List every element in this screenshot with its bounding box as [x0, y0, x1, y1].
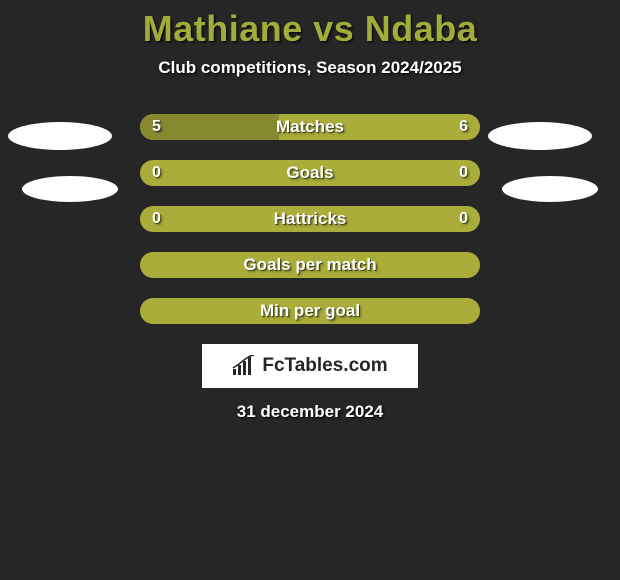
stat-value-right: 0 — [459, 160, 468, 186]
stat-value-right: 0 — [459, 206, 468, 232]
subtitle: Club competitions, Season 2024/2025 — [0, 58, 620, 78]
date-text: 31 december 2024 — [0, 402, 620, 422]
stat-row: Goals0 0 — [0, 160, 620, 186]
stat-bar: Hattricks — [140, 206, 480, 232]
stat-label: Goals — [140, 160, 480, 186]
stat-row: Goals per match — [0, 252, 620, 278]
stat-value-right: 6 — [459, 114, 468, 140]
stat-bar: Goals per match — [140, 252, 480, 278]
stat-bar: Goals — [140, 160, 480, 186]
stat-label: Goals per match — [140, 252, 480, 278]
bars-icon — [232, 355, 258, 377]
stat-label: Min per goal — [140, 298, 480, 324]
stat-label: Hattricks — [140, 206, 480, 232]
stat-row: Hattricks0 0 — [0, 206, 620, 232]
stat-value-left: 5 — [152, 114, 161, 140]
page-title: Mathiane vs Ndaba — [0, 0, 620, 50]
stat-bar: Matches — [140, 114, 480, 140]
comparison-card: Mathiane vs Ndaba Club competitions, Sea… — [0, 0, 620, 580]
stat-value-left: 0 — [152, 160, 161, 186]
stat-row: Matches5 6 — [0, 114, 620, 140]
stat-bar: Min per goal — [140, 298, 480, 324]
stat-row: Min per goal — [0, 298, 620, 324]
stat-value-left: 0 — [152, 206, 161, 232]
brand-logo: FcTables.com — [232, 355, 387, 377]
brand-box: FcTables.com — [202, 344, 418, 388]
brand-text: FcTables.com — [262, 355, 387, 377]
